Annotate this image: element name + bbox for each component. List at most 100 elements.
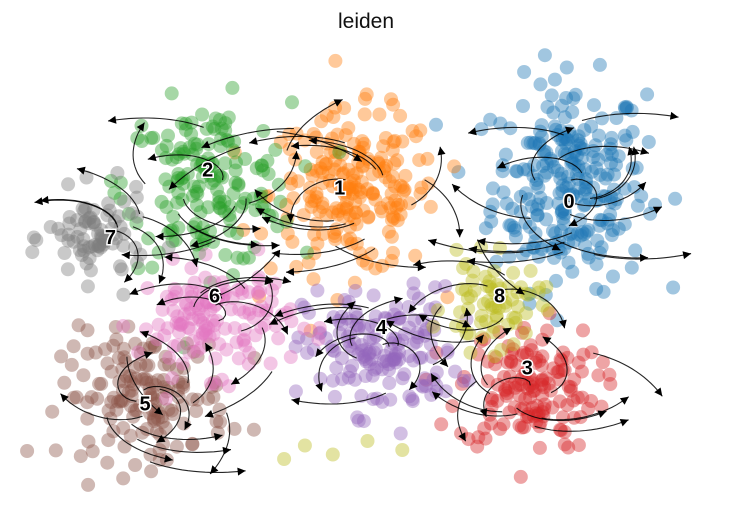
data-point <box>161 128 175 143</box>
data-point <box>349 310 364 325</box>
data-point <box>386 331 400 346</box>
data-point <box>630 198 645 213</box>
data-point <box>467 283 482 298</box>
data-point <box>396 184 411 199</box>
data-point <box>142 382 157 396</box>
data-point <box>536 158 551 173</box>
stream-arrow <box>164 253 173 262</box>
data-point <box>185 334 200 349</box>
data-point <box>230 250 245 265</box>
data-point <box>641 135 656 149</box>
data-point <box>577 227 592 242</box>
stream-arrow <box>333 99 343 107</box>
data-point <box>100 356 115 371</box>
data-point <box>128 371 143 386</box>
data-point <box>349 236 364 251</box>
data-point <box>395 180 410 195</box>
data-point <box>375 204 389 219</box>
stream-arrow <box>458 432 466 442</box>
data-point <box>359 342 373 357</box>
stream-arrow <box>466 257 476 266</box>
data-point <box>169 285 184 300</box>
data-point <box>595 111 609 126</box>
data-point <box>126 409 141 424</box>
data-point <box>242 306 257 321</box>
data-point <box>535 332 550 347</box>
data-point <box>123 374 138 388</box>
stream-arrow <box>271 241 280 250</box>
data-point <box>477 332 492 347</box>
data-point <box>328 53 343 68</box>
data-point <box>98 342 113 357</box>
data-point <box>198 161 213 176</box>
data-point <box>358 369 373 383</box>
data-point <box>328 153 343 168</box>
data-point <box>191 310 206 325</box>
data-point <box>474 122 489 137</box>
data-point <box>506 265 521 280</box>
data-point <box>316 227 330 241</box>
data-point <box>355 343 370 358</box>
data-point <box>305 168 320 183</box>
data-point <box>549 273 563 288</box>
data-point <box>491 300 506 315</box>
data-point <box>384 186 399 201</box>
data-point <box>544 88 559 103</box>
data-point <box>466 264 481 279</box>
data-point <box>564 152 579 167</box>
data-point <box>345 358 360 373</box>
data-point <box>513 469 528 484</box>
data-point <box>424 387 439 402</box>
data-point <box>388 193 403 208</box>
data-point <box>129 403 144 418</box>
data-point <box>307 227 322 242</box>
data-point <box>145 387 160 402</box>
stream-line <box>106 417 173 461</box>
data-point <box>360 182 375 197</box>
data-point <box>522 296 537 311</box>
data-point <box>144 464 159 479</box>
data-point <box>131 345 146 360</box>
data-point <box>204 176 219 190</box>
data-point <box>381 357 396 372</box>
data-point <box>323 145 338 160</box>
data-point <box>555 203 570 218</box>
stream-line <box>555 239 649 259</box>
stream-arrow <box>155 232 164 241</box>
data-point <box>227 145 242 160</box>
data-point <box>309 145 324 159</box>
cluster-4-points <box>288 276 476 441</box>
cluster-label-8: 8 <box>494 285 505 307</box>
data-point <box>559 60 574 75</box>
data-point <box>478 314 493 329</box>
data-point <box>534 377 549 392</box>
data-point <box>225 80 240 95</box>
data-point <box>123 369 137 383</box>
data-point <box>618 101 633 116</box>
data-point <box>192 246 207 261</box>
data-point <box>348 372 362 387</box>
data-point <box>134 134 149 148</box>
data-point <box>384 343 399 358</box>
data-point <box>48 443 63 458</box>
data-point <box>574 141 589 156</box>
data-point <box>535 388 550 403</box>
data-point <box>159 200 174 214</box>
data-point <box>337 187 352 202</box>
stream-line <box>131 423 223 441</box>
data-point <box>625 124 640 139</box>
data-point <box>592 218 607 233</box>
data-point <box>182 306 197 321</box>
data-point <box>498 298 513 313</box>
data-point <box>413 186 428 201</box>
data-point <box>579 224 594 239</box>
stream-line <box>594 146 636 200</box>
data-point <box>185 437 200 452</box>
data-point <box>139 375 154 390</box>
stream-line <box>318 337 356 392</box>
data-point <box>499 196 514 211</box>
data-point <box>94 229 109 244</box>
stream-arrow <box>156 434 166 443</box>
data-point <box>619 99 634 114</box>
data-point <box>368 192 383 207</box>
